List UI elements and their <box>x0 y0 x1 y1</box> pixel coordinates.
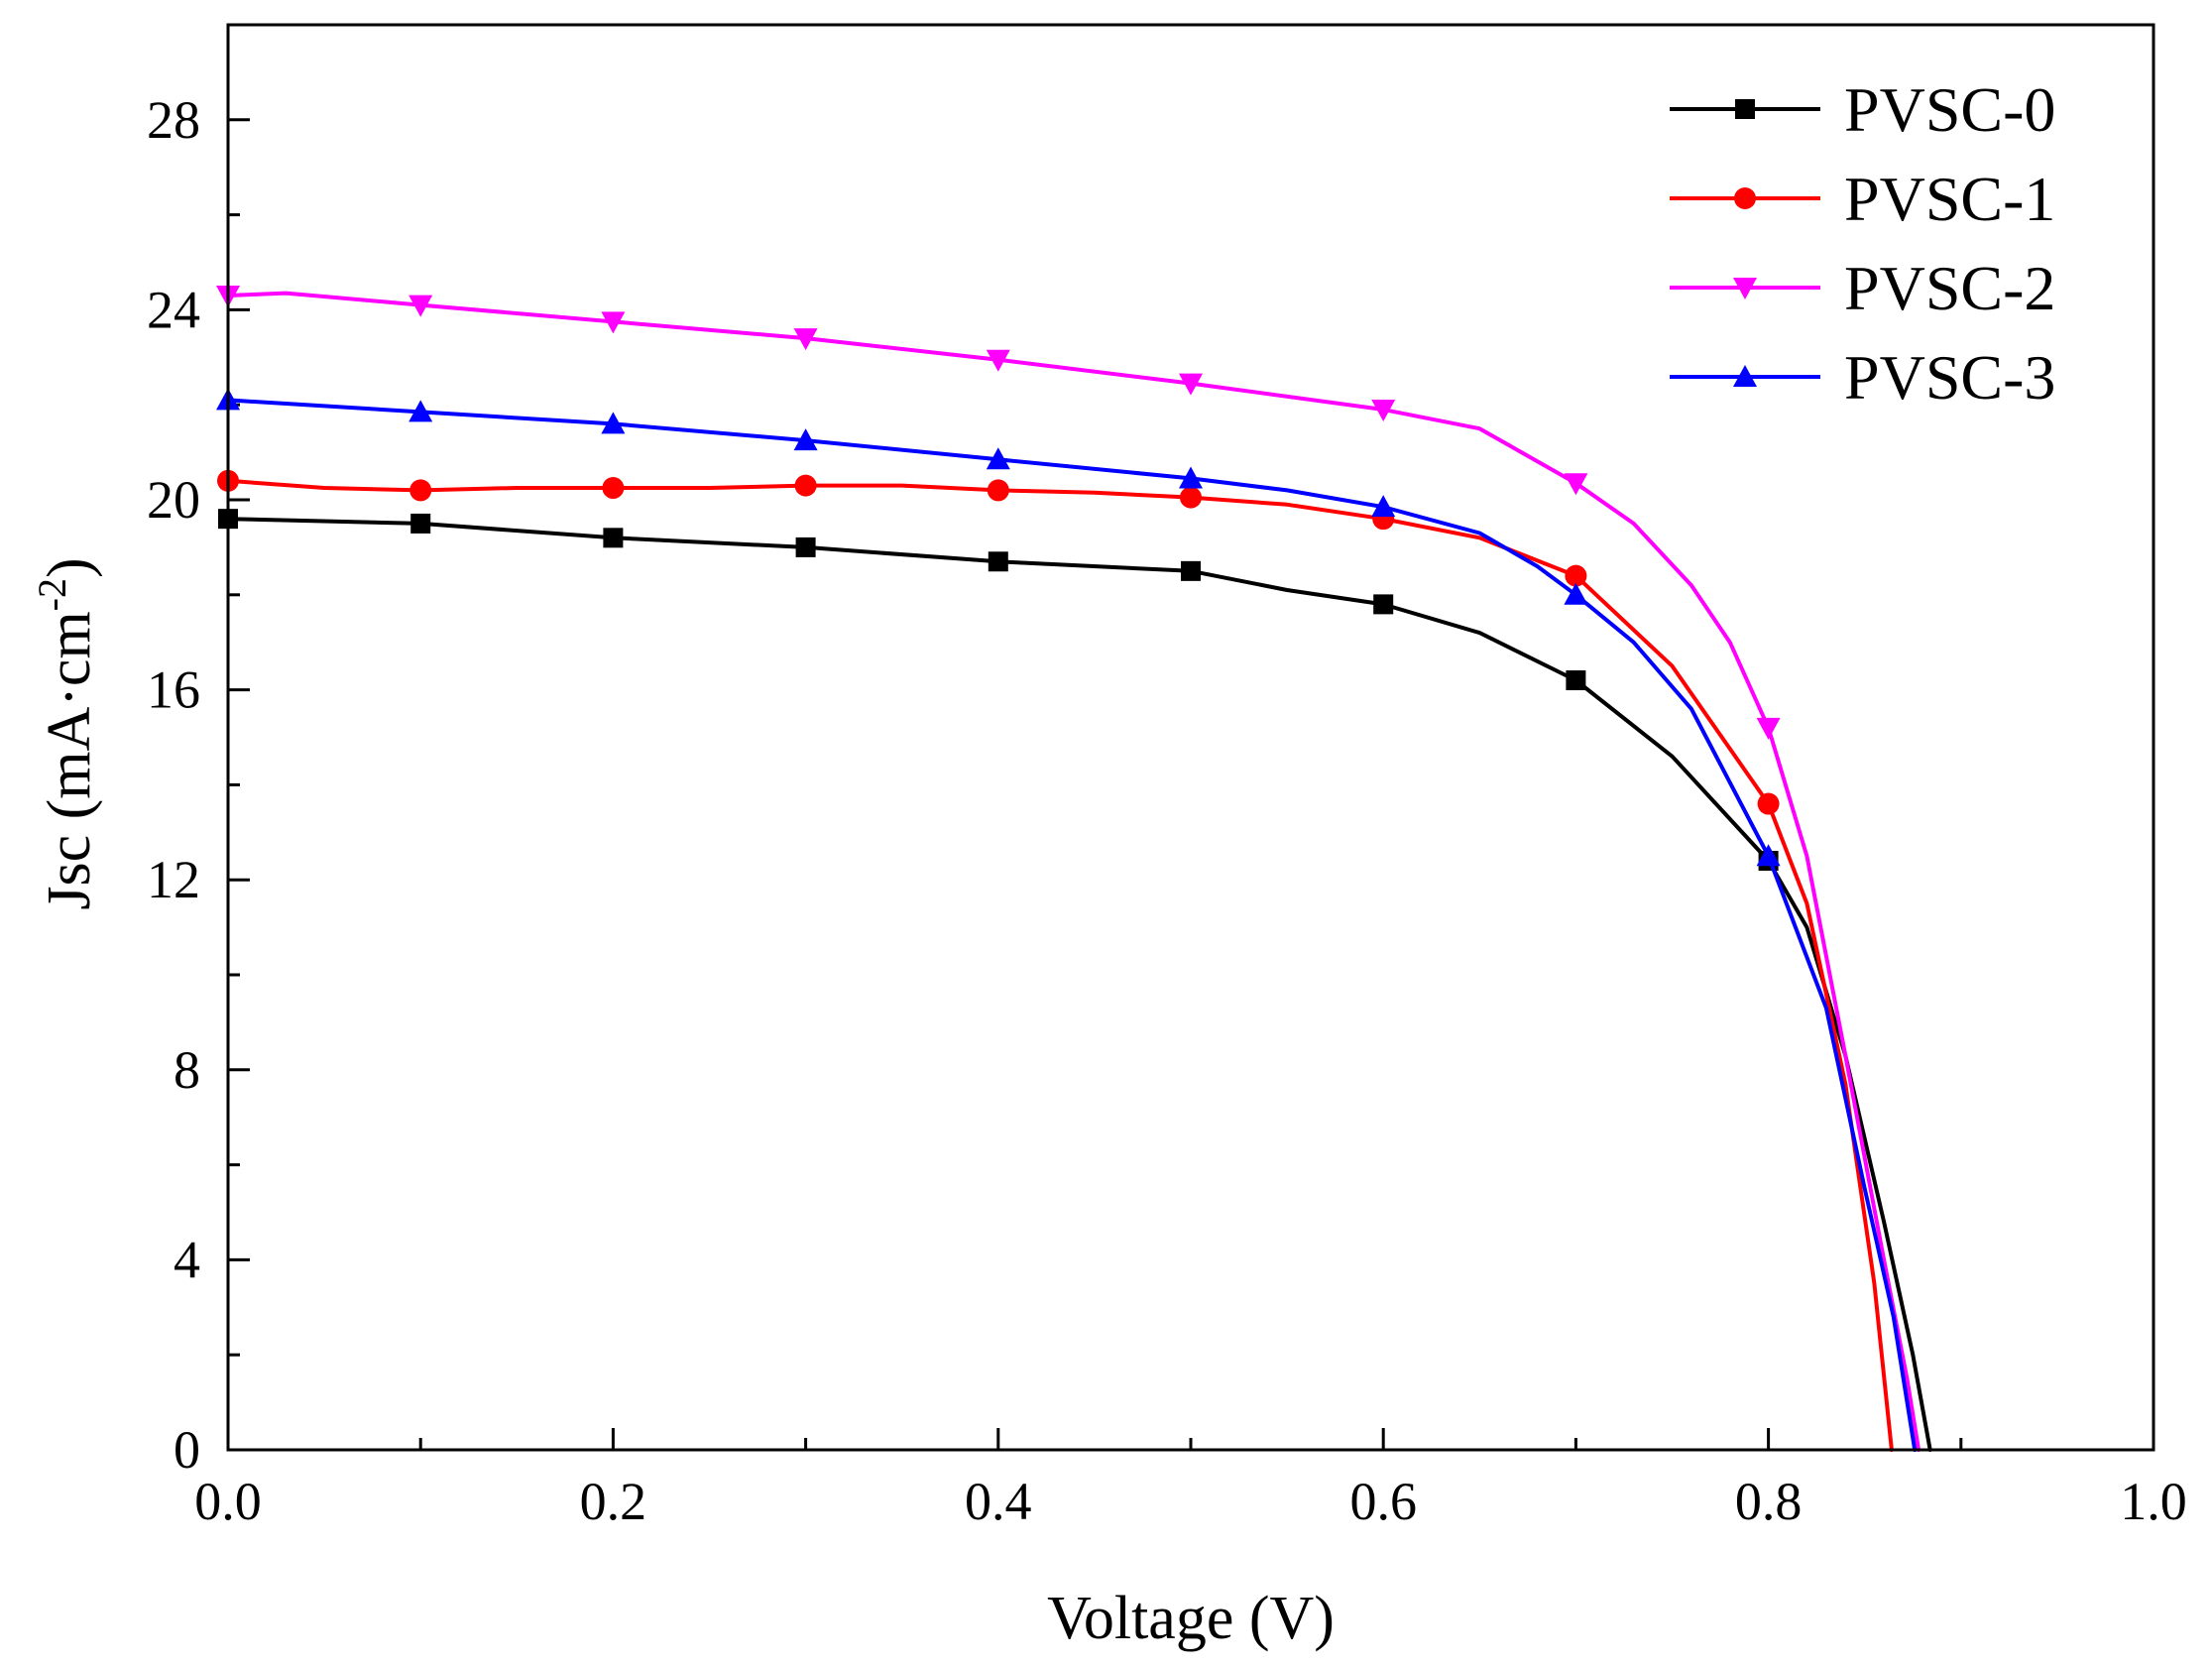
y-axis-title-close: ) <box>36 557 103 578</box>
data-point-marker <box>988 551 1008 572</box>
data-point-marker <box>410 513 431 534</box>
series-pvsc-1 <box>217 469 1894 1452</box>
data-point-marker <box>1180 486 1202 509</box>
data-point-marker <box>793 428 818 451</box>
series-layer <box>216 286 1932 1452</box>
x-tick-label: 0.2 <box>580 1472 647 1531</box>
legend-label: PVSC-3 <box>1844 342 2055 413</box>
x-tick-label: 0.8 <box>1735 1472 1803 1531</box>
legend-item: PVSC-3 <box>1670 342 2055 413</box>
legend-marker <box>1733 278 1757 299</box>
plot-area-frame <box>226 23 2155 1452</box>
data-point-marker <box>1566 670 1586 691</box>
legend-item: PVSC-2 <box>1670 253 2055 323</box>
legend-marker <box>1735 99 1755 119</box>
legend-item: PVSC-0 <box>1670 74 2055 145</box>
y-tick-label: 12 <box>147 850 200 909</box>
data-point-marker <box>986 447 1010 470</box>
y-tick-label: 28 <box>147 90 200 150</box>
legend-label: PVSC-2 <box>1844 253 2055 323</box>
series-pvsc-2 <box>216 286 1921 1452</box>
data-point-marker <box>1565 564 1587 587</box>
legend-item: PVSC-1 <box>1670 164 2055 234</box>
data-point-marker <box>601 412 626 434</box>
data-point-marker <box>1373 594 1394 615</box>
data-point-marker <box>1756 844 1781 867</box>
y-axis-title-superscript: -2 <box>30 578 74 611</box>
data-point-marker <box>603 528 624 548</box>
legend-label: PVSC-1 <box>1844 164 2055 234</box>
legend-marker <box>1734 187 1756 209</box>
x-tick-label: 0.4 <box>965 1472 1032 1531</box>
y-tick-label: 8 <box>174 1040 200 1100</box>
y-tick-label: 16 <box>147 660 200 720</box>
data-point-marker <box>1371 399 1396 421</box>
y-tick-label: 20 <box>147 470 200 530</box>
y-tick-label: 4 <box>174 1230 200 1289</box>
data-point-marker <box>1179 373 1203 396</box>
data-point-marker <box>1756 717 1781 740</box>
data-point-marker <box>794 474 817 497</box>
y-tick-label: 24 <box>147 280 200 339</box>
x-tick-label: 1.0 <box>2120 1472 2187 1531</box>
tick-label-layer: 0.0 0.2 0.4 0.6 0.8 1.0 0 4 8 12 16 20 24 28 <box>147 90 2187 1531</box>
data-point-marker <box>986 349 1010 372</box>
legend-marker <box>1733 365 1757 387</box>
data-point-marker <box>1564 473 1588 496</box>
data-point-marker <box>602 477 625 500</box>
series-line <box>226 398 1918 1452</box>
data-point-marker <box>1757 792 1780 815</box>
data-point-marker <box>408 400 433 422</box>
y-axis-title-main: Jsc (mA·cm <box>36 611 103 909</box>
data-point-marker <box>1181 560 1201 581</box>
y-axis-title: Jsc (mA·cm-2) <box>30 557 103 909</box>
legend: PVSC-0 PVSC-1 PVSC-2 PVSC-3 <box>1670 74 2055 413</box>
x-tick-label: 0.6 <box>1349 1472 1417 1531</box>
series-line <box>226 517 1932 1452</box>
data-point-marker <box>1179 466 1203 489</box>
data-point-marker <box>795 536 816 557</box>
data-point-marker <box>1371 495 1396 518</box>
data-point-marker <box>408 295 433 317</box>
legend-label: PVSC-0 <box>1844 74 2055 145</box>
x-tick-label: 0.0 <box>194 1472 262 1531</box>
series-pvsc-3 <box>216 388 1918 1452</box>
y-tick-label: 0 <box>174 1420 200 1480</box>
data-point-marker <box>793 328 818 351</box>
data-point-marker <box>1564 582 1588 605</box>
x-axis-title: Voltage (V) <box>1047 1585 1335 1652</box>
data-point-marker <box>601 311 626 334</box>
data-point-marker <box>409 479 432 502</box>
data-point-marker <box>987 479 1009 502</box>
